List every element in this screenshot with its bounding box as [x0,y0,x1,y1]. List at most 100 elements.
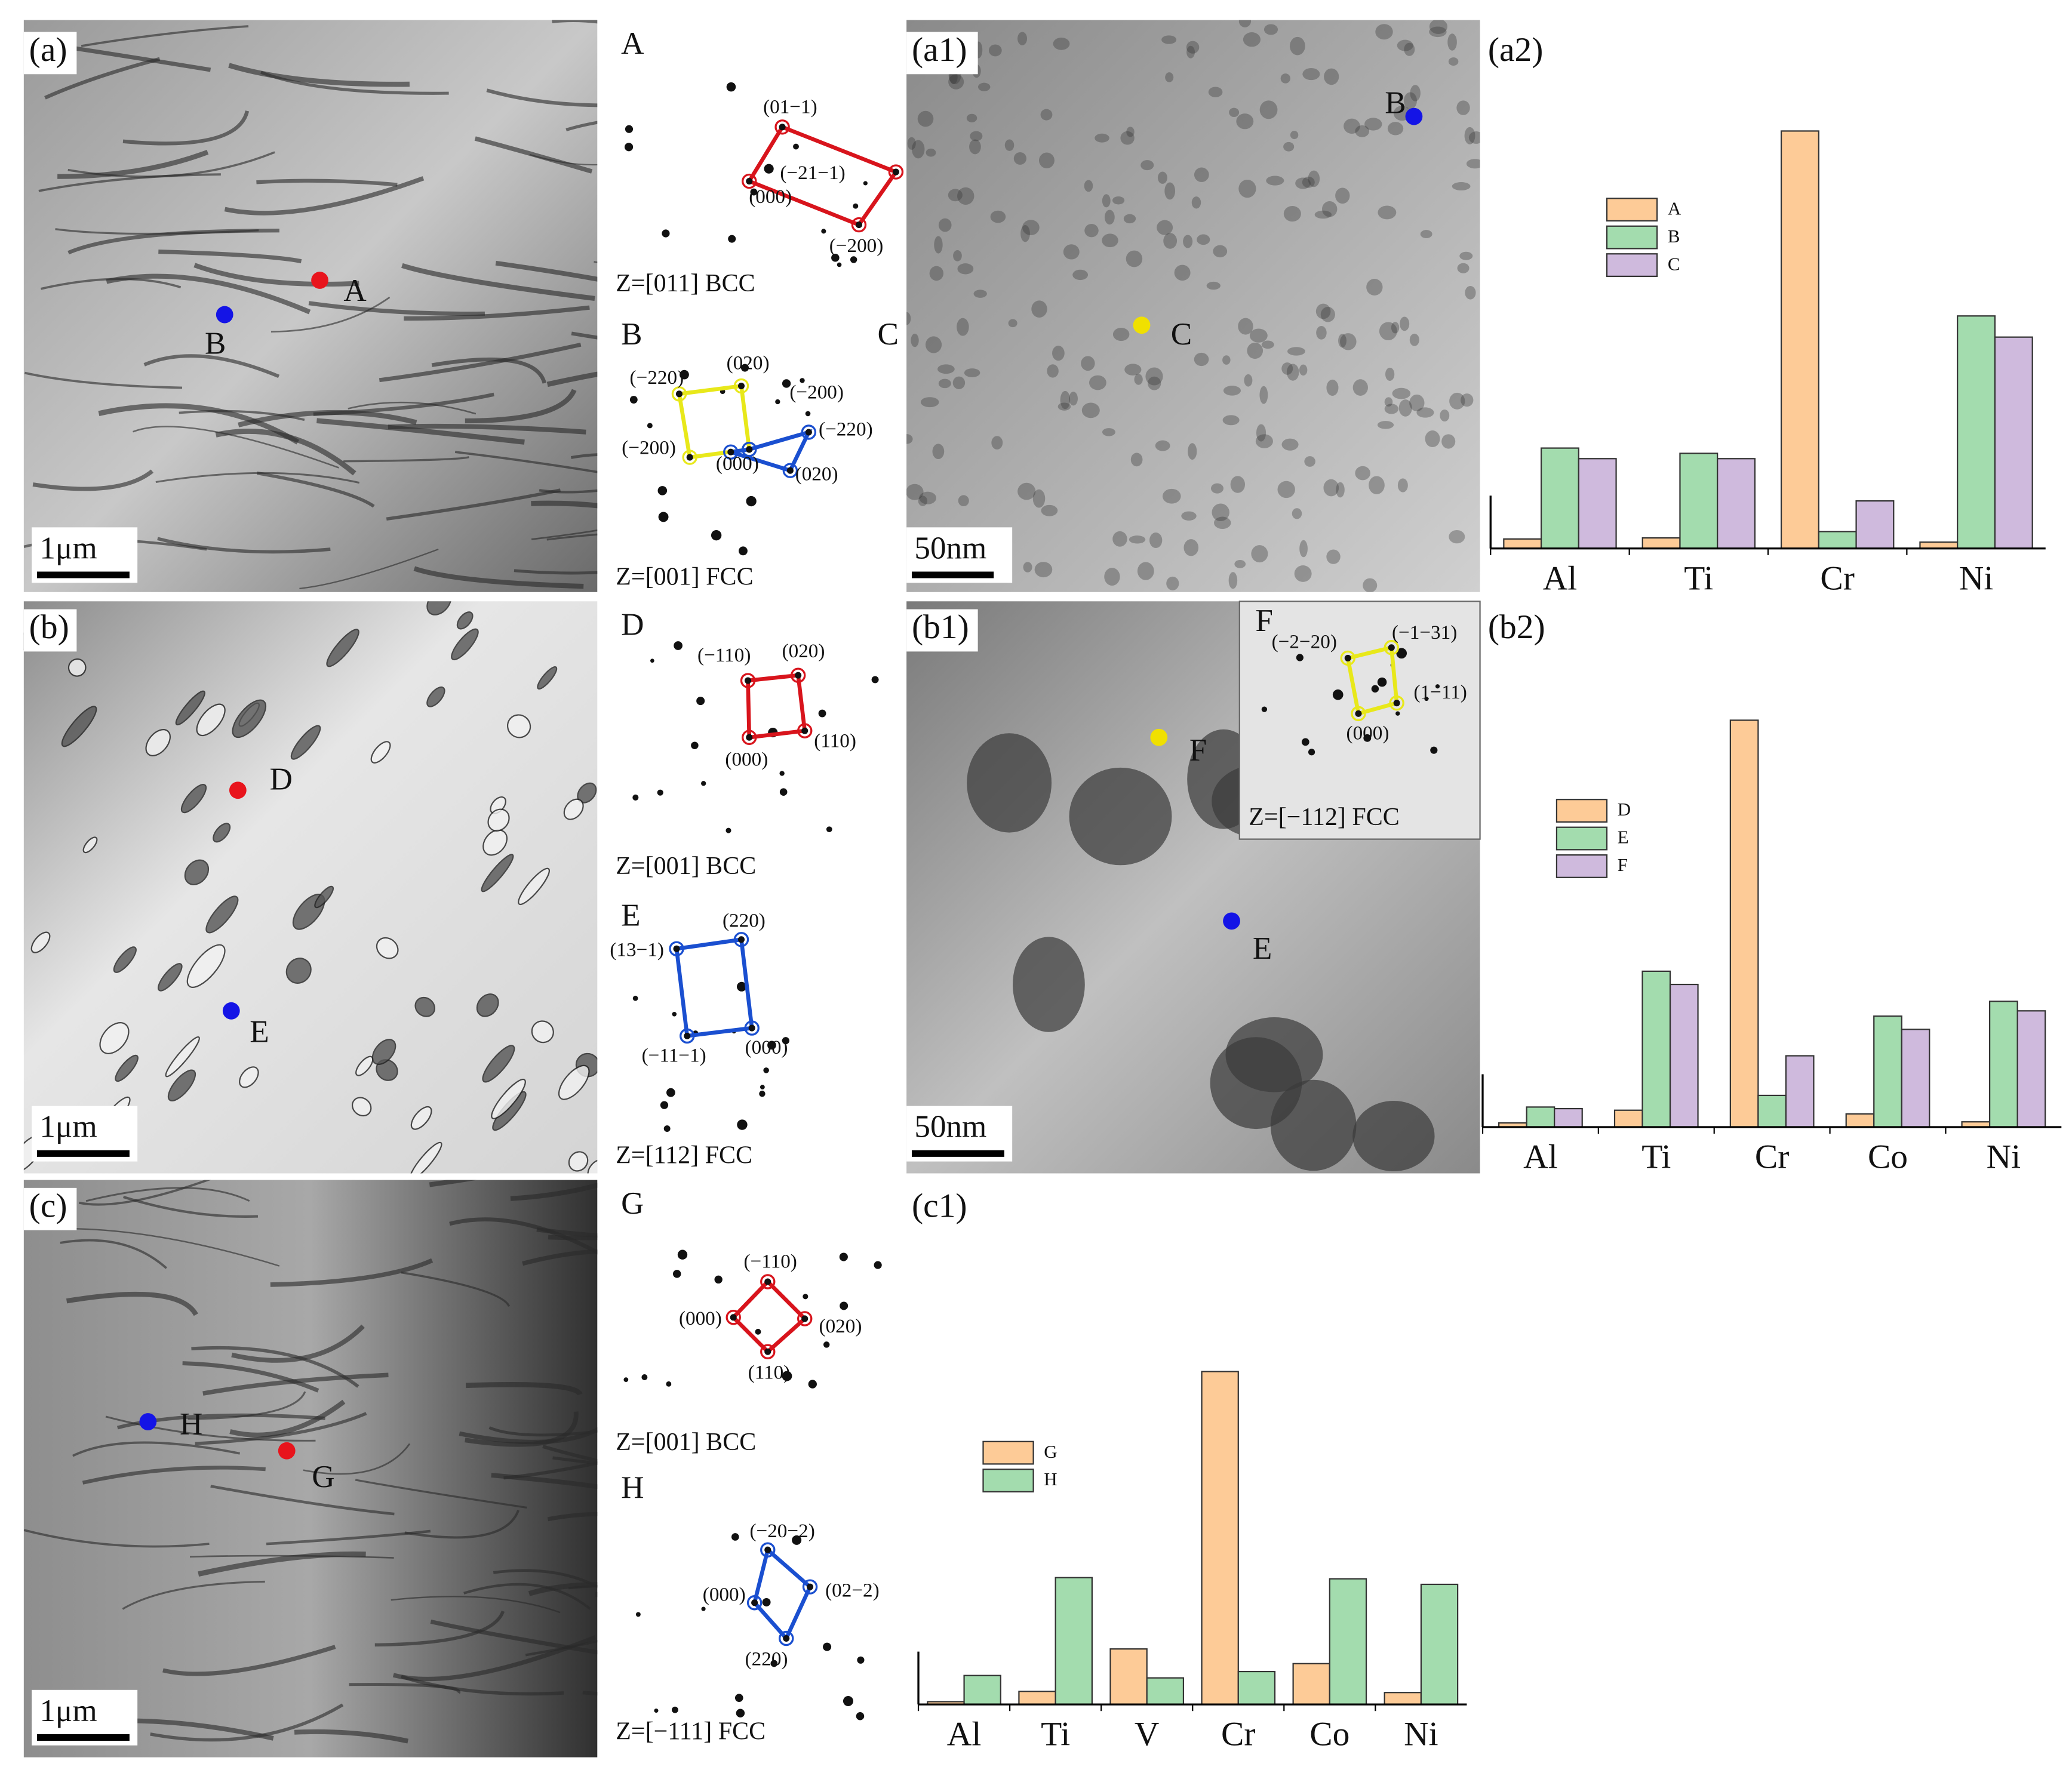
point-label: E [1253,931,1272,966]
spot [641,1374,648,1380]
boundary [488,1426,598,1437]
spot-index: (−11−1) [642,1044,706,1066]
precipitate [1047,364,1059,378]
bar [1613,1109,1643,1128]
precipitate [1286,364,1299,381]
precipitate [952,376,966,389]
bar [1855,500,1895,549]
spot-ring [779,1630,794,1646]
boundary [379,343,582,383]
precipitate [990,210,1006,223]
spot [740,364,749,372]
spot-index: (−21−1) [780,162,845,184]
precipitate [175,690,205,726]
precipitate [1283,205,1301,222]
precipitate [537,666,558,690]
texture [23,1180,598,1744]
precipitate [917,110,934,127]
precipitate [906,484,924,500]
point-label: E [250,1014,269,1049]
boundary [60,1239,168,1269]
precipitate [1299,540,1308,558]
spot [1435,684,1440,689]
x-tick-label: Ti [1041,1716,1070,1753]
bar [1540,447,1579,549]
spot [782,1371,792,1381]
precipitate [1208,87,1223,98]
spot-ring [851,217,867,233]
precipitate [1238,20,1252,27]
spot [677,1249,688,1260]
precipitate [1102,233,1118,248]
boundary [349,1683,461,1694]
precipitate [929,266,944,281]
x-tick-label: V [1135,1716,1160,1753]
precipitate [531,1020,554,1044]
precipitate [1366,279,1383,296]
precipitate [906,434,913,444]
precipitate [1137,562,1154,580]
spot [837,262,842,267]
precipitate [491,1078,526,1119]
boundary [546,533,598,541]
precipitate [1340,333,1357,350]
legend-label: G [1044,1441,1057,1462]
point-label: A [343,273,366,308]
precipitate [1057,402,1071,411]
point-label: D [269,762,292,797]
x-tick-label: Ni [1987,1138,2021,1176]
spot-index: (000) [679,1307,722,1329]
label-bg [23,32,77,75]
precipitate [1292,508,1302,519]
point-label: B [205,326,226,361]
point-marker [278,1442,296,1460]
precipitate [1363,578,1378,592]
spot-ring [782,463,798,478]
precipitate [482,1045,515,1083]
precipitate [1023,562,1032,572]
spot [736,1709,745,1717]
precipitate [1448,57,1459,66]
spot [1388,644,1395,651]
precipitate [67,658,87,677]
spot [663,1125,671,1132]
spot-index: (110) [748,1361,791,1383]
boundary [528,1582,598,1596]
precipitate [1369,476,1385,494]
precipitate [1295,177,1311,189]
spot [737,936,745,943]
spot [625,125,634,133]
precipitate [476,993,499,1017]
pattern-label: A [621,26,644,61]
boundary [465,1382,583,1396]
precipitate [1212,503,1229,522]
spot-ring [671,386,687,402]
boundary [386,488,561,521]
precipitate [205,895,239,934]
precipitate [1008,319,1017,328]
precipitate [1465,286,1476,300]
spot [770,1660,778,1667]
zone-axis: Z=[001] BCC [616,1429,756,1456]
micrograph [23,20,598,592]
boundary [343,456,469,463]
spot [1308,749,1315,756]
precipitate [1222,355,1231,365]
precipitate [184,859,210,885]
boundary [546,371,598,387]
boundary [571,331,598,340]
spot-ring [790,667,806,683]
precipitate [1335,187,1350,204]
spot [711,530,722,541]
precipitate [1004,139,1015,151]
spot [727,448,734,455]
precipitate [1228,572,1238,589]
precipitate [953,250,962,261]
bar [1292,1663,1330,1706]
boundary [179,410,305,421]
spot [647,423,653,429]
precipitate [1161,35,1177,44]
boundary [474,136,593,174]
precipitate [232,699,267,738]
precipitate [1120,131,1135,145]
